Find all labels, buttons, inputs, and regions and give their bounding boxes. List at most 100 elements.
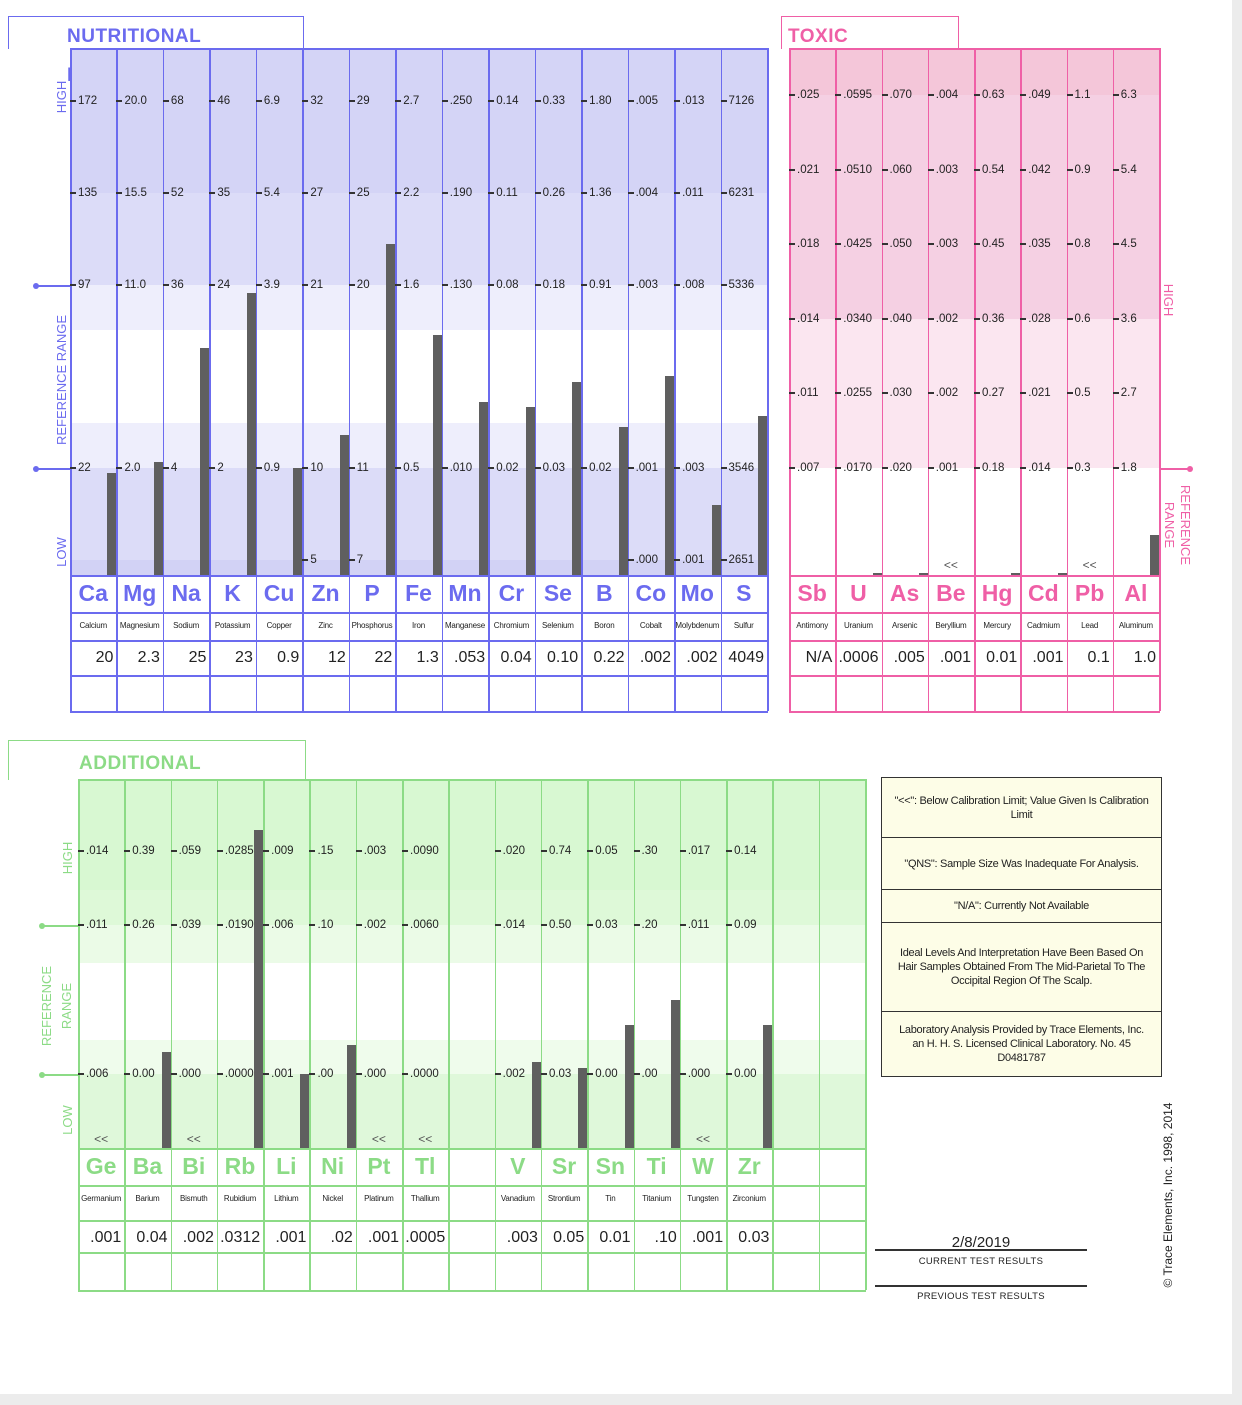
reference-dot (33, 466, 39, 472)
tick-value: 2.7 (1120, 387, 1137, 399)
tick-mark (881, 169, 888, 171)
tick-mark (255, 192, 262, 194)
symbol-chromium: Cr (498, 580, 525, 606)
tick-label-iron: 0.5 (395, 462, 419, 474)
bar-vanadium (531, 1062, 541, 1148)
tick-mark (209, 284, 216, 286)
name-manganese: Manganese (444, 621, 485, 630)
column-line (488, 48, 490, 711)
tick-value: 2.7 (403, 95, 420, 107)
additional-elements-title: ADDITIONAL ELEMENTS (8, 740, 306, 820)
tick-label-manganese: .010 (441, 462, 473, 474)
tick-value: 0.27 (982, 387, 1005, 399)
tick-mark (302, 559, 309, 561)
tick-mark (789, 243, 795, 245)
bar-chromium (525, 406, 535, 575)
symbol-molybdenum: Mo (680, 580, 714, 606)
tick-value: 1.6 (403, 279, 420, 291)
tick-value: 4 (170, 462, 178, 474)
result-rubidium: .0312 (220, 1229, 261, 1246)
tick-value: .010 (449, 462, 473, 474)
tick-mark (974, 392, 980, 394)
tick-value: .028 (1028, 313, 1051, 325)
tick-mark (835, 392, 842, 394)
tick-label-molybdenum: .013 (674, 95, 704, 107)
tick-value: .20 (641, 919, 658, 931)
tick-mark (835, 94, 842, 96)
tick-label-vanadium: .020 (494, 845, 526, 857)
tick-mark (78, 1073, 84, 1075)
name-lead: Lead (1081, 621, 1099, 630)
tick-value: .0170 (843, 462, 873, 474)
tick-label-calcium: 135 (70, 187, 97, 199)
tick-mark (1066, 243, 1073, 245)
symbol-mercury: Hg (981, 580, 1013, 606)
tick-label-sulfur: 5336 (720, 279, 754, 291)
frame-line (78, 779, 865, 781)
previous-results-label: PREVIOUS TEST RESULTS (917, 1291, 1045, 1302)
tick-label-cadmium: .035 (1020, 238, 1051, 250)
tick-label-beryllium: .003 (927, 238, 958, 250)
range-band (70, 48, 767, 193)
tick-label-cobalt: .003 (627, 279, 658, 291)
tick-label-tin: 0.03 (587, 919, 618, 931)
tick-mark (255, 467, 262, 469)
symbol-cobalt: Co (635, 580, 667, 606)
result-chromium: 0.04 (500, 649, 532, 666)
tick-mark (627, 284, 634, 286)
tick-value: .0090 (410, 845, 439, 857)
tick-label-aluminum: 2.7 (1112, 387, 1137, 399)
tick-mark (627, 467, 634, 469)
tick-label-germanium: .011 (78, 919, 108, 931)
name-mercury: Mercury (983, 621, 1011, 630)
tick-value: 68 (170, 95, 184, 107)
tick-mark (124, 924, 131, 926)
tick-mark (581, 192, 588, 194)
tick-label-sulfur: 2651 (720, 554, 754, 566)
name-lithium: Lithium (274, 1194, 299, 1203)
high-label: HIGH (1161, 283, 1176, 317)
tick-value: 0.50 (548, 919, 572, 931)
tick-value: .0595 (843, 89, 873, 101)
tick-mark (302, 192, 309, 194)
tick-label-platinum: .003 (355, 845, 386, 857)
tick-value: .008 (682, 279, 705, 291)
column-line (881, 48, 883, 711)
tick-value: .0255 (843, 387, 873, 399)
tick-label-uranium: .0510 (835, 164, 872, 176)
tick-value: .018 (797, 238, 820, 250)
tick-label-cobalt: .001 (627, 462, 658, 474)
tick-value: .025 (797, 89, 820, 101)
tick-mark (1020, 392, 1027, 394)
tick-value: .0060 (410, 919, 439, 931)
reference-dot (39, 1072, 45, 1078)
tick-mark (348, 100, 355, 102)
column-line (348, 48, 351, 711)
name-copper: Copper (266, 621, 292, 630)
tick-label-mercury: 0.36 (974, 313, 1004, 325)
tick-label-nickel: .15 (309, 845, 333, 857)
name-uranium: Uranium (843, 621, 873, 630)
tick-mark (302, 284, 309, 286)
tick-label-lithium: .009 (263, 845, 294, 857)
tick-mark (627, 100, 634, 102)
tick-mark (70, 100, 76, 102)
tick-value: 11 (356, 462, 369, 474)
tick-value: .001 (935, 462, 959, 474)
tick-mark (488, 284, 495, 286)
symbol-lithium: Li (276, 1153, 297, 1179)
tick-label-cadmium: .021 (1020, 387, 1051, 399)
tick-label-aluminum: 1.8 (1112, 462, 1137, 474)
reference-range-label: REFERENCE RANGE (54, 314, 69, 446)
tick-label-sodium: 52 (162, 187, 184, 199)
column-line (927, 48, 930, 711)
name-sulfur: Sulfur (733, 621, 754, 630)
tick-label-arsenic: .060 (881, 164, 912, 176)
result-germanium: .001 (90, 1229, 122, 1246)
column-line (1020, 48, 1022, 711)
name-tin: Tin (605, 1194, 616, 1203)
tick-mark (441, 467, 448, 469)
tick-label-molybdenum: .011 (674, 187, 704, 199)
tick-value: .020 (502, 845, 526, 857)
tick-mark (124, 1073, 131, 1075)
